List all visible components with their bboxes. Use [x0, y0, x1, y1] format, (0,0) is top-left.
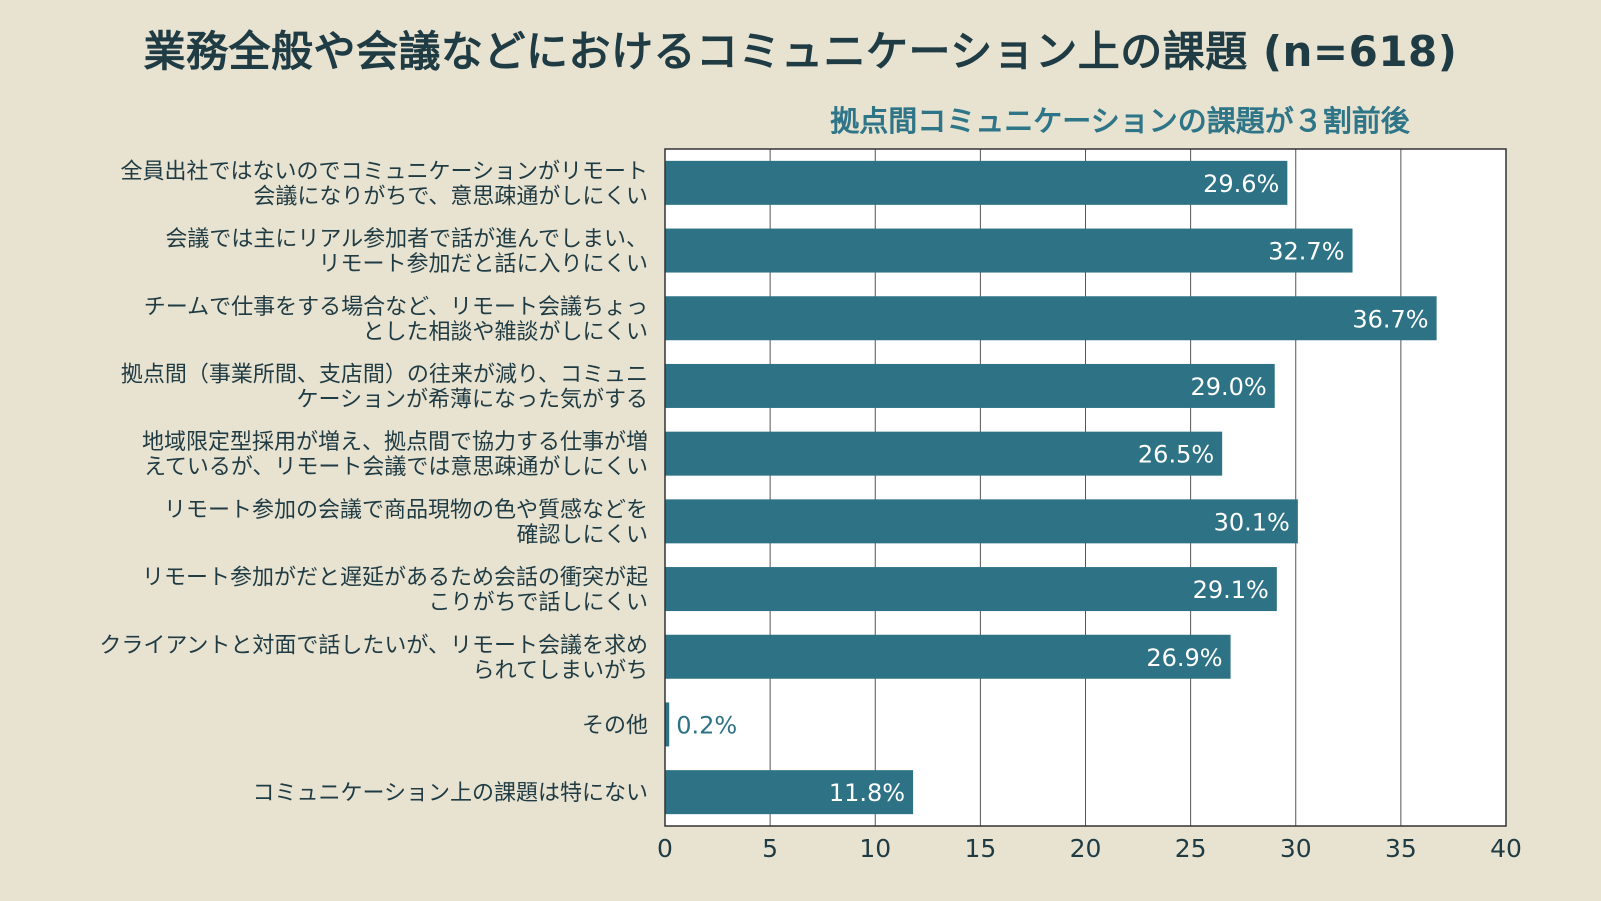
x-tick-label: 10: [859, 834, 891, 863]
category-label: リモート参加だと話に入りにくい: [318, 252, 648, 277]
category-label: 地域限定型採用が増え、拠点間で協力する仕事が増: [142, 430, 648, 455]
plot-border: [664, 148, 1507, 827]
category-label: えているが、リモート会議では意思疎通がしにくい: [144, 455, 648, 480]
bar: [665, 431, 1223, 476]
bar: [665, 363, 1275, 408]
value-label: 26.5%: [1138, 441, 1214, 469]
category-label: 拠点間（事業所間、支店間）の往来が減り、コミュニ: [121, 362, 648, 387]
x-tick-label: 40: [1490, 834, 1522, 863]
value-label: 32.7%: [1268, 238, 1344, 266]
chart-title: 業務全般や会議などにおけるコミュニケーション上の課題 (n=618): [143, 27, 1458, 76]
category-label: リモート参加の会議で商品現物の色や質感などを: [164, 498, 648, 523]
x-tick-label: 5: [762, 834, 778, 863]
category-label: 会議になりがちで、意思疎通がしにくい: [253, 184, 648, 209]
bar: [665, 296, 1437, 341]
category-label: コミュニケーション上の課題は特にない: [252, 781, 648, 806]
x-tick-label: 30: [1280, 834, 1312, 863]
value-label: 30.1%: [1214, 508, 1290, 536]
x-tick-label: 20: [1070, 834, 1102, 863]
value-label: 29.1%: [1193, 576, 1269, 604]
category-label: られてしまいがち: [473, 658, 648, 683]
bar: [665, 499, 1298, 544]
value-label: 36.7%: [1352, 305, 1428, 333]
bar: [665, 567, 1277, 612]
category-label: 確認しにくい: [516, 523, 648, 548]
bar: [665, 702, 670, 747]
x-tick-label: 0: [657, 834, 673, 863]
category-label: クライアントと対面で話したいが、リモート会議を求め: [99, 633, 648, 658]
x-tick-label: 25: [1175, 834, 1207, 863]
category-label: その他: [582, 713, 648, 738]
category-label: チームで仕事をする場合など、リモート会議ちょっ: [144, 295, 648, 320]
category-label: とした相談や雑談がしにくい: [362, 320, 648, 345]
chart-subtitle: 拠点間コミュニケーションの課題が３割前後: [830, 104, 1410, 138]
category-label: 全員出社ではないのでコミュニケーションがリモート: [120, 159, 648, 184]
value-label: 29.6%: [1203, 170, 1279, 198]
bar: [665, 228, 1353, 273]
category-label: 会議では主にリアル参加者で話が進んでしまい、: [165, 227, 648, 252]
category-label: リモート参加がだと遅延があるため会話の衝突が起: [142, 566, 648, 591]
category-label: ケーションが希薄になった気がする: [296, 387, 648, 412]
x-tick-label: 15: [964, 834, 996, 863]
category-label: こりがちで話しにくい: [428, 591, 648, 616]
x-tick-label: 35: [1385, 834, 1417, 863]
value-label: 0.2%: [676, 711, 737, 739]
bar: [665, 634, 1231, 679]
bar: [665, 770, 914, 815]
value-label: 26.9%: [1146, 644, 1222, 672]
bar: [665, 160, 1288, 205]
value-label: 29.0%: [1190, 373, 1266, 401]
value-label: 11.8%: [829, 779, 905, 807]
